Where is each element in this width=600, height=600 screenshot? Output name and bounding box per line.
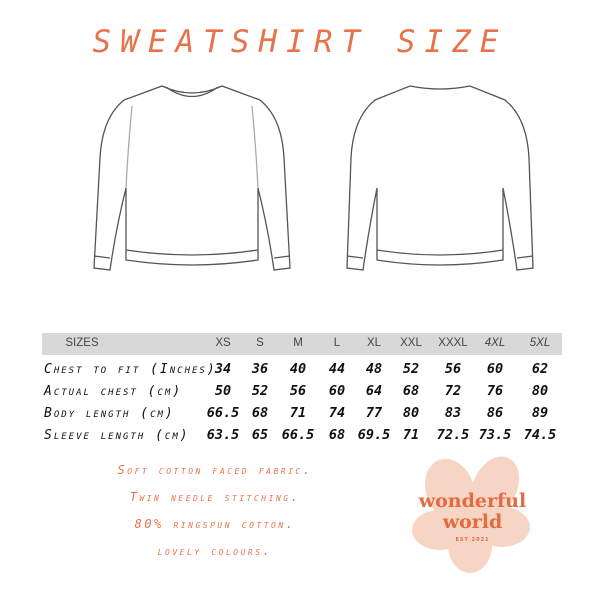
logo-tagline: EST 2021 <box>455 537 490 543</box>
table-cell: 80 <box>402 405 420 421</box>
header-xl: XL <box>366 337 382 349</box>
header-4xl: 4XL <box>484 337 506 349</box>
table-cell: 64 <box>365 383 383 399</box>
table-cell: 68 <box>402 383 420 399</box>
note-cotton: 80% ringspun cotton. <box>134 517 296 531</box>
table-cell: 71 <box>402 427 420 443</box>
table-cell: 44 <box>328 361 346 377</box>
table-cell: 66.5 <box>281 427 315 443</box>
table-cell: 86 <box>486 405 504 421</box>
page-title: SWEATSHIRT SIZE <box>92 24 508 60</box>
table-cell: 77 <box>365 405 383 421</box>
row-label: Actual chest (cm) <box>44 384 183 399</box>
logo-wonderful: wonderful <box>418 490 527 512</box>
table-cell: 50 <box>214 383 232 399</box>
table-cell: 74.5 <box>523 427 557 443</box>
sweatshirt-front-image <box>93 85 291 271</box>
header-5xl: 5XL <box>529 337 551 349</box>
table-cell: 36 <box>251 361 269 377</box>
table-cell: 68 <box>251 405 269 421</box>
table-header-band <box>42 333 562 355</box>
table-cell: 56 <box>289 383 307 399</box>
table-cell: 60 <box>486 361 504 377</box>
table-cell: 60 <box>328 383 346 399</box>
note-stitching: Twin needle stitching. <box>129 490 301 504</box>
table-cell: 71 <box>289 405 307 421</box>
table-cell: 83 <box>444 405 462 421</box>
header-xs: XS <box>215 337 231 349</box>
table-cell: 48 <box>365 361 383 377</box>
table-cell: 72 <box>444 383 462 399</box>
table-cell: 65 <box>251 427 269 443</box>
table-cell: 89 <box>531 405 549 421</box>
table-cell: 73.5 <box>478 427 512 443</box>
header-m: M <box>293 337 303 349</box>
sweatshirt-back-image <box>346 85 534 271</box>
table-cell: 34 <box>214 361 232 377</box>
note-fabric: Soft cotton faced fabric. <box>117 463 313 477</box>
row-label: Chest to fit (Inches) <box>44 362 217 377</box>
table-cell: 80 <box>531 383 549 399</box>
table-cell: 56 <box>444 361 462 377</box>
header-l: L <box>333 337 341 349</box>
header-sizes: SIZES <box>65 337 99 349</box>
table-cell: 62 <box>531 361 549 377</box>
table-cell: 52 <box>402 361 420 377</box>
table-cell: 66.5 <box>206 405 240 421</box>
table-cell: 76 <box>486 383 504 399</box>
logo-world: world <box>442 511 503 533</box>
table-cell: 69.5 <box>357 427 391 443</box>
header-xxl: XXL <box>400 337 422 349</box>
flower-icon <box>412 456 530 573</box>
row-label: Sleeve length (cm) <box>44 428 190 443</box>
table-cell: 63.5 <box>206 427 240 443</box>
note-colours: lovely colours. <box>157 544 273 558</box>
table-cell: 74 <box>328 405 346 421</box>
row-label: Body length (cm) <box>44 406 175 421</box>
table-cell: 40 <box>289 361 307 377</box>
header-s: S <box>256 337 264 349</box>
table-cell: 52 <box>251 383 269 399</box>
table-cell: 68 <box>328 427 346 443</box>
header-xxxl: XXXL <box>438 337 468 349</box>
wonderful-world-logo: wonderful world EST 2021 <box>410 455 535 575</box>
table-cell: 72.5 <box>436 427 470 443</box>
